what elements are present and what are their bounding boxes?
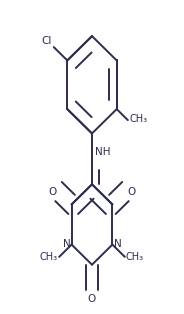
Text: CH₃: CH₃ [40,252,58,262]
Text: O: O [49,187,57,197]
Text: Cl: Cl [42,35,52,46]
Text: NH: NH [95,147,110,157]
Text: O: O [88,294,96,304]
Text: N: N [114,239,121,249]
Text: O: O [127,187,135,197]
Text: CH₃: CH₃ [126,252,144,262]
Text: N: N [63,239,70,249]
Text: CH₃: CH₃ [129,115,147,124]
